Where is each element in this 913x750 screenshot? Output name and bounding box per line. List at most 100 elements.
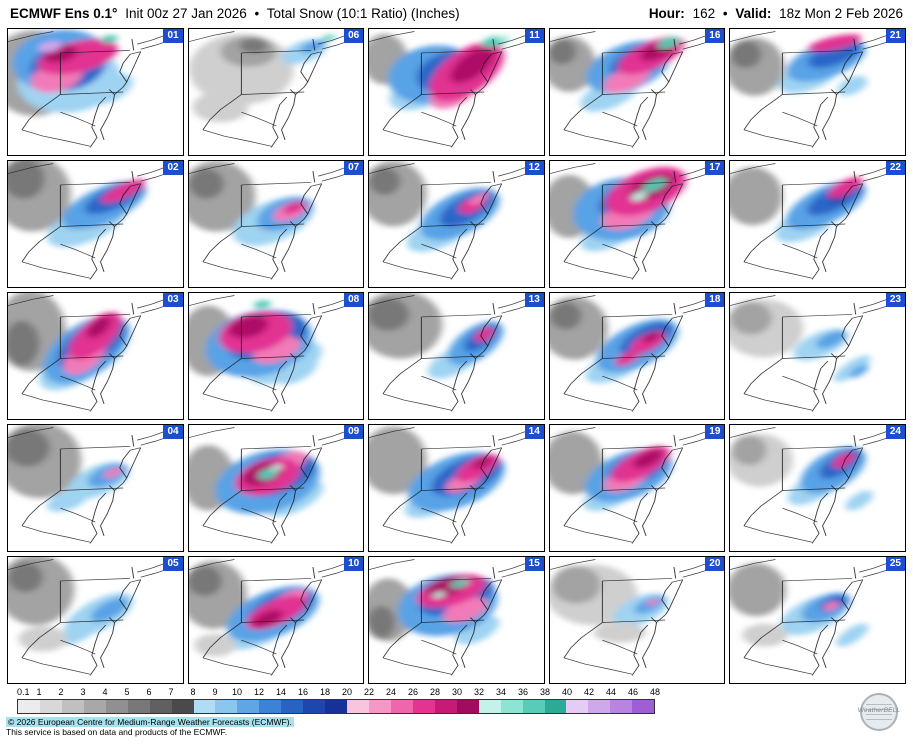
ensemble-member-panel[interactable]: 21 xyxy=(729,28,906,156)
state-border-line xyxy=(853,39,857,51)
ensemble-member-panel[interactable]: 02 xyxy=(7,160,184,288)
state-border-line xyxy=(664,315,683,352)
state-border-line xyxy=(470,86,485,95)
ensemble-member-panel[interactable]: 05 xyxy=(7,556,184,684)
ensemble-member-panel[interactable]: 22 xyxy=(729,160,906,288)
state-border-line xyxy=(421,446,492,450)
state-border-line xyxy=(450,360,468,412)
legend-color-swatch xyxy=(566,700,589,713)
state-border-line xyxy=(650,350,666,359)
state-border-line xyxy=(782,243,818,259)
ensemble-member-panel[interactable]: 20 xyxy=(548,556,726,684)
state-border-line xyxy=(382,226,422,262)
state-border-line xyxy=(673,567,676,579)
ensemble-member-panel[interactable]: 03 xyxy=(7,292,184,420)
snowfall-blob xyxy=(642,177,667,193)
snowfall-blob xyxy=(496,34,511,41)
snowfall-blob xyxy=(369,298,410,331)
state-border-line xyxy=(631,360,648,412)
state-border-line xyxy=(678,430,708,441)
ensemble-member-panel[interactable]: 04 xyxy=(7,424,184,552)
state-border-line xyxy=(661,579,683,611)
state-border-line xyxy=(812,96,829,148)
ensemble-member-panel[interactable]: 09 xyxy=(187,424,365,552)
ensemble-member-panel[interactable]: 07 xyxy=(187,160,365,288)
snowfall-blob xyxy=(646,598,659,606)
state-border-line xyxy=(421,50,492,54)
ensemble-member-panel[interactable]: 24 xyxy=(729,424,906,552)
ensemble-member-panel[interactable]: 08 xyxy=(187,292,365,420)
state-border-line xyxy=(641,94,657,140)
legend-color-swatch xyxy=(18,700,40,713)
state-border-line xyxy=(845,447,864,484)
snowfall-blob xyxy=(369,426,427,495)
state-border-line xyxy=(119,51,141,83)
state-border-line xyxy=(678,562,708,573)
snowfall-blob xyxy=(816,330,847,349)
member-map xyxy=(188,161,352,280)
state-border-line xyxy=(498,298,527,309)
ensemble-member-panel[interactable]: 15 xyxy=(368,556,545,684)
ensemble-member-panel[interactable]: 13 xyxy=(368,292,545,420)
snowfall-blob xyxy=(808,40,862,69)
legend-tick-label: 18 xyxy=(319,687,331,697)
ensemble-member-panel[interactable]: 19 xyxy=(548,424,726,552)
state-border-line xyxy=(240,639,277,655)
state-border-line xyxy=(317,166,346,177)
member-map xyxy=(549,559,713,676)
member-number-badge: 24 xyxy=(885,425,905,439)
member-number-badge: 20 xyxy=(705,557,725,571)
ensemble-member-panel[interactable]: 17 xyxy=(548,160,726,288)
weatherbell-logo-text: WeatherBELL xyxy=(857,707,901,714)
state-border-line xyxy=(812,624,829,676)
state-border-line xyxy=(119,447,141,479)
state-border-line xyxy=(782,50,853,54)
member-number-badge: 14 xyxy=(524,425,544,439)
ensemble-member-panel[interactable]: 11 xyxy=(368,28,545,156)
legend-color-swatch xyxy=(215,700,238,713)
state-border-line xyxy=(382,525,452,543)
ensemble-member-panel[interactable]: 01 xyxy=(7,28,184,156)
state-border-line xyxy=(853,435,857,447)
ensemble-member-panel[interactable]: 18 xyxy=(548,292,726,420)
legend-color-swatch xyxy=(390,700,413,713)
state-border-line xyxy=(421,314,492,318)
state-border-line xyxy=(782,182,853,186)
state-border-line xyxy=(450,228,468,280)
state-border-line xyxy=(601,243,638,259)
state-border-line xyxy=(303,315,322,352)
weatherbell-logo-ring xyxy=(860,693,898,731)
ensemble-member-panel[interactable]: 10 xyxy=(187,556,365,684)
state-border-line xyxy=(8,427,54,438)
legend-tick-label: 30 xyxy=(451,687,463,697)
snowfall-blob xyxy=(832,452,855,469)
ensemble-member-panel[interactable]: 23 xyxy=(729,292,906,420)
member-map xyxy=(549,163,713,280)
ensemble-member-panel[interactable]: 06 xyxy=(187,28,365,156)
state-border-line xyxy=(280,94,296,140)
state-border-line xyxy=(299,447,322,479)
ensemble-member-panel[interactable]: 14 xyxy=(368,424,545,552)
state-border-line xyxy=(601,111,638,127)
state-border-line xyxy=(492,435,496,447)
state-border-line xyxy=(484,579,503,616)
state-border-line xyxy=(859,298,888,309)
state-border-line xyxy=(122,183,142,220)
member-map xyxy=(188,295,352,412)
ensemble-member-panel[interactable]: 12 xyxy=(368,160,545,288)
state-border-line xyxy=(782,111,818,127)
state-border-line xyxy=(240,314,311,318)
state-border-line xyxy=(631,492,648,544)
state-border-line xyxy=(461,94,477,140)
product-title: Total Snow (10:1 Ratio) (Inches) xyxy=(266,6,460,21)
state-border-line xyxy=(498,166,527,177)
state-border-line xyxy=(782,507,818,523)
ensemble-member-panel[interactable]: 25 xyxy=(729,556,906,684)
legend-tick-label: 5 xyxy=(124,687,130,697)
state-border-line xyxy=(131,171,135,183)
state-border-line xyxy=(480,447,503,479)
ensemble-member-panel[interactable]: 16 xyxy=(548,28,726,156)
state-border-line xyxy=(549,31,596,42)
snowfall-blob xyxy=(8,161,45,199)
member-number-badge: 04 xyxy=(163,425,183,439)
